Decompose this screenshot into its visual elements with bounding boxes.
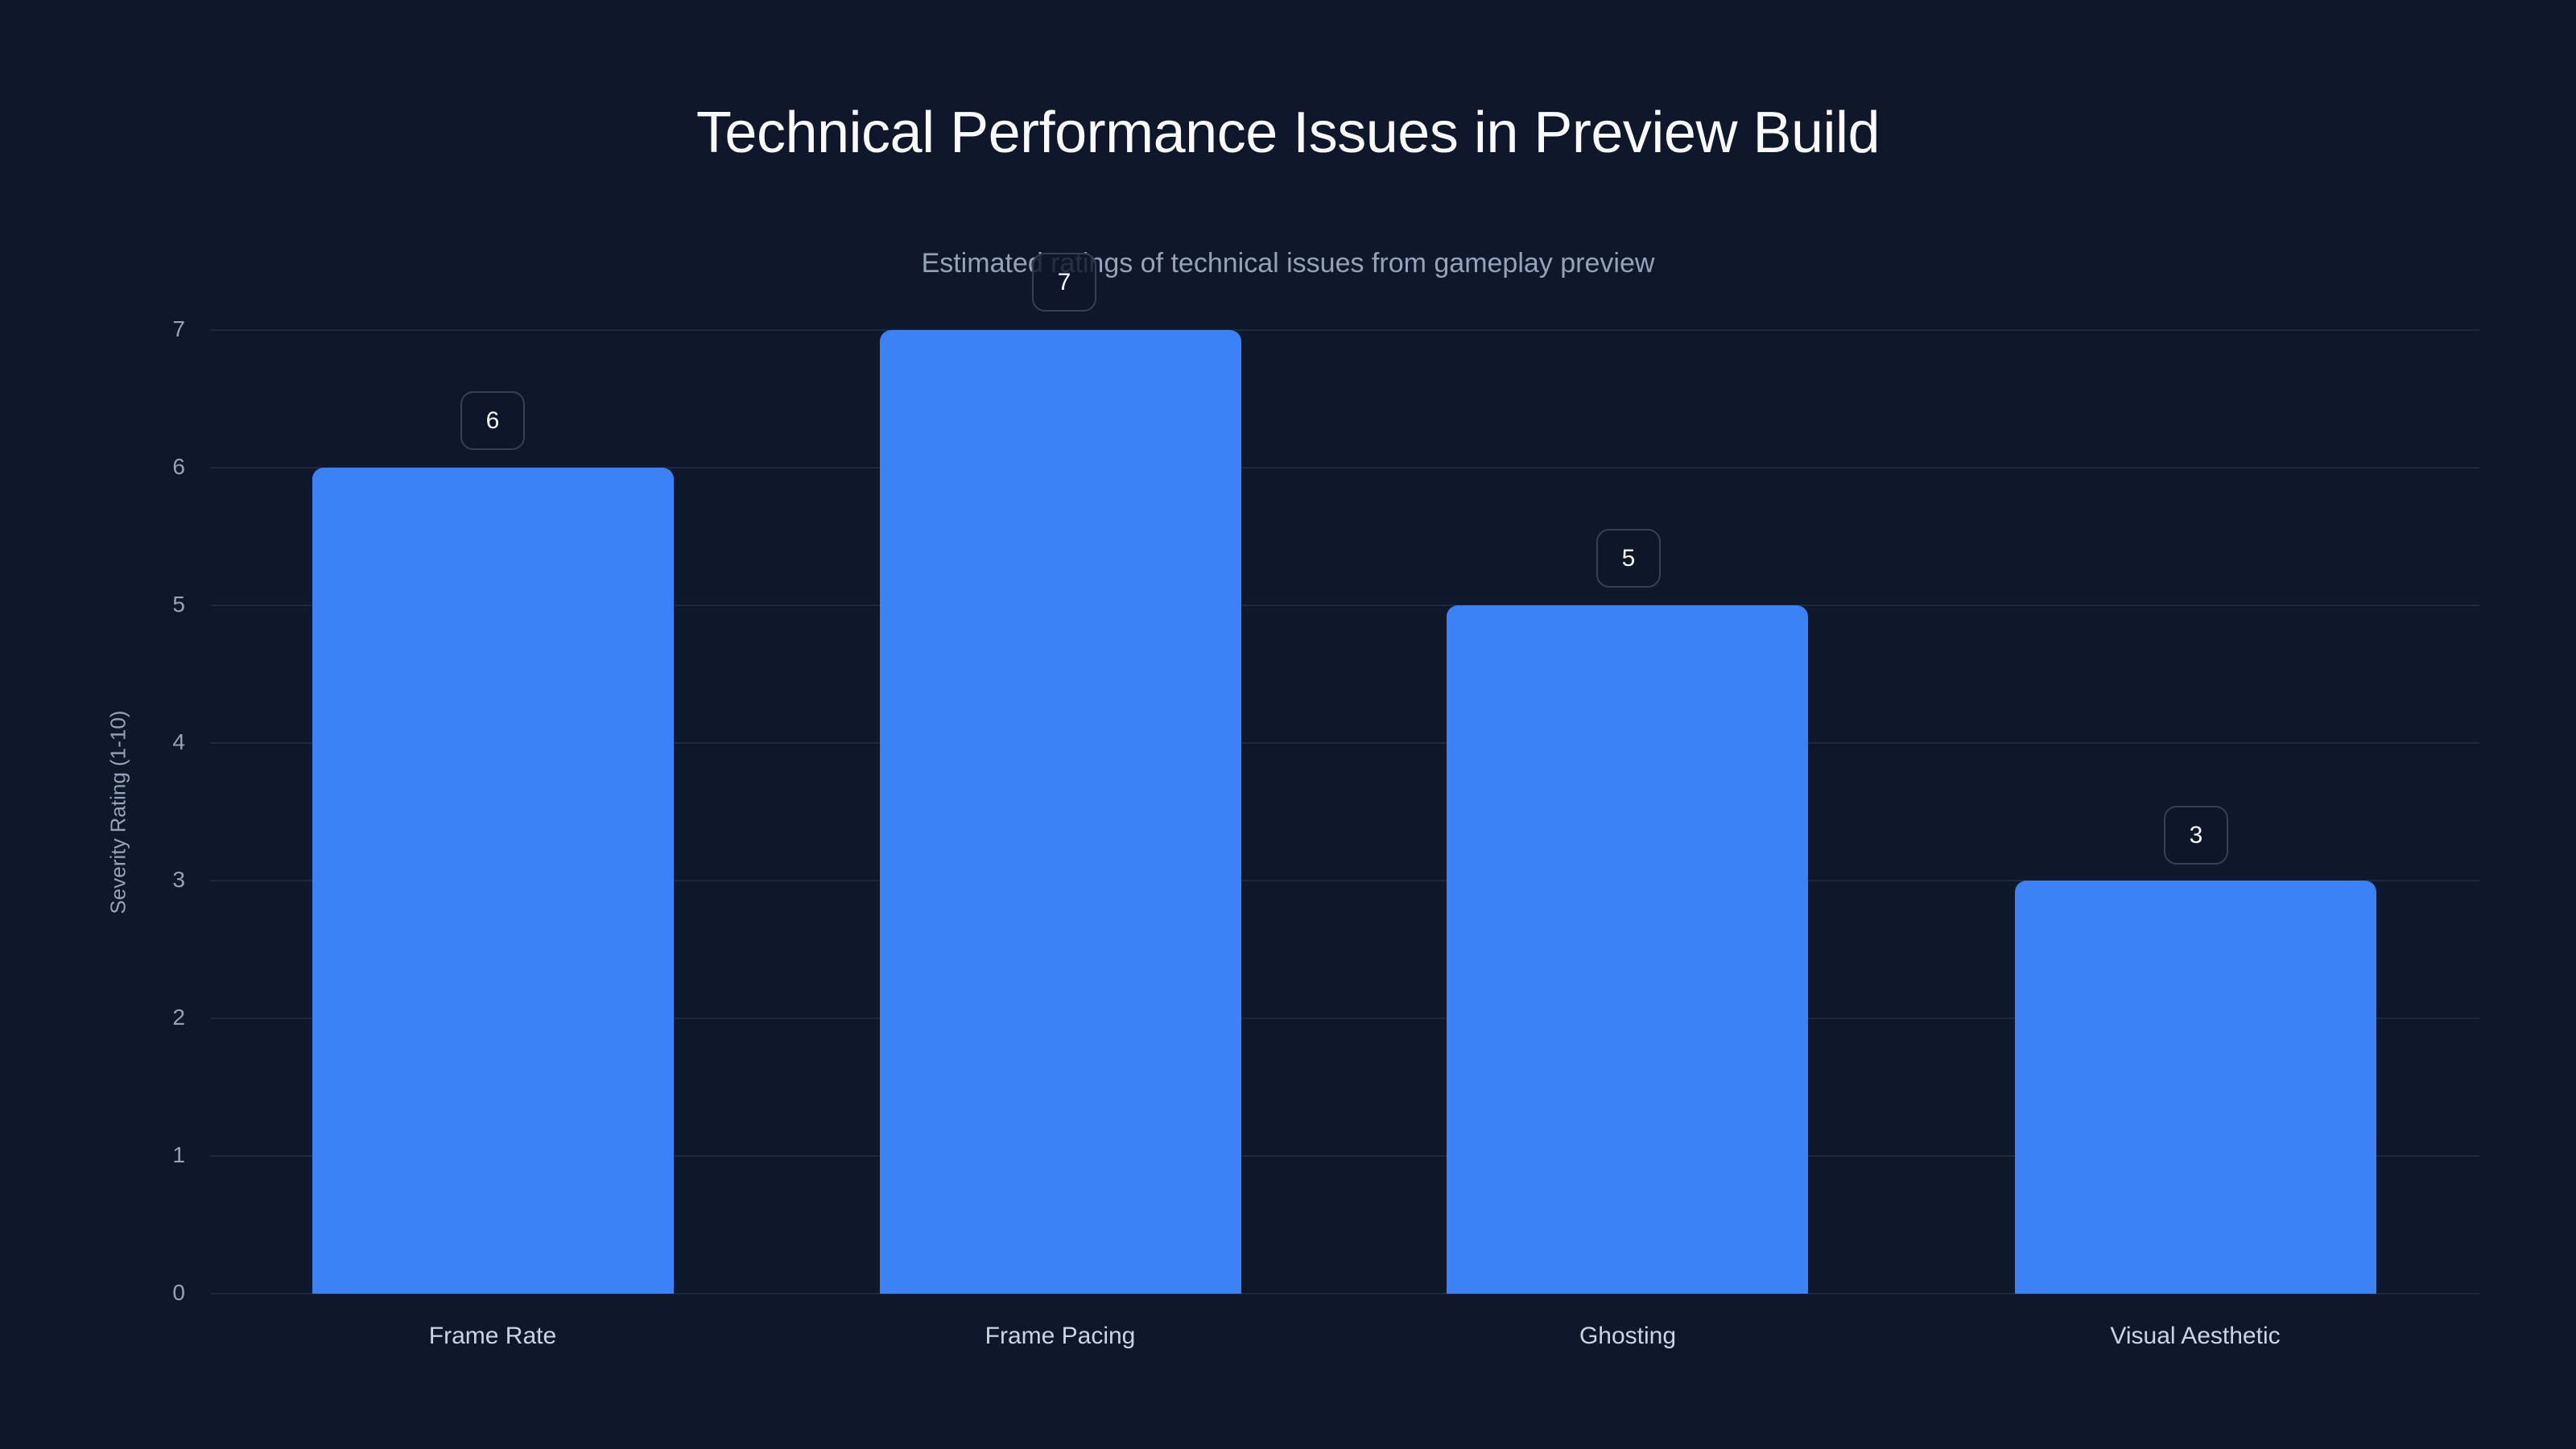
chart-title: Technical Performance Issues in Preview … [696, 101, 1880, 165]
y-tick: 6 [172, 454, 185, 479]
x-tick-label: Ghosting [1579, 1323, 1677, 1349]
y-tick: 0 [172, 1280, 185, 1305]
y-tick: 1 [172, 1142, 185, 1167]
bar-ghosting[interactable] [1447, 605, 1808, 1294]
y-tick: 2 [172, 1005, 185, 1030]
x-tick-label: Visual Aesthetic [2110, 1323, 2281, 1349]
gridline [210, 880, 2479, 881]
gridline [210, 605, 2479, 606]
y-axis-ticks: 0 1 2 3 4 5 6 7 [0, 317, 185, 1305]
bar-frame-rate[interactable] [312, 468, 674, 1294]
data-label-frame-pacing: 7 [1032, 253, 1096, 312]
y-tick: 4 [172, 729, 185, 754]
y-tick: 3 [172, 867, 185, 892]
x-tick-label: Frame Rate [428, 1323, 557, 1349]
gridline [210, 1155, 2479, 1157]
y-tick: 5 [172, 592, 185, 617]
data-label-visual-aesthetic: 3 [2164, 806, 2228, 865]
data-label-ghosting: 5 [1596, 529, 1661, 588]
gridline [210, 329, 2479, 331]
x-tick-label: Frame Pacing [985, 1323, 1136, 1349]
chart-subtitle: Estimated ratings of technical issues fr… [921, 248, 1655, 279]
gridline [210, 467, 2479, 469]
plot-area [210, 329, 2479, 1294]
y-tick: 7 [172, 316, 185, 341]
gridline [210, 742, 2479, 744]
data-label-frame-rate: 6 [460, 391, 525, 450]
bar-visual-aesthetic[interactable] [2015, 881, 2376, 1294]
gridline [210, 1018, 2479, 1019]
bar-frame-pacing[interactable] [880, 330, 1241, 1294]
x-axis-baseline [210, 1293, 2479, 1294]
